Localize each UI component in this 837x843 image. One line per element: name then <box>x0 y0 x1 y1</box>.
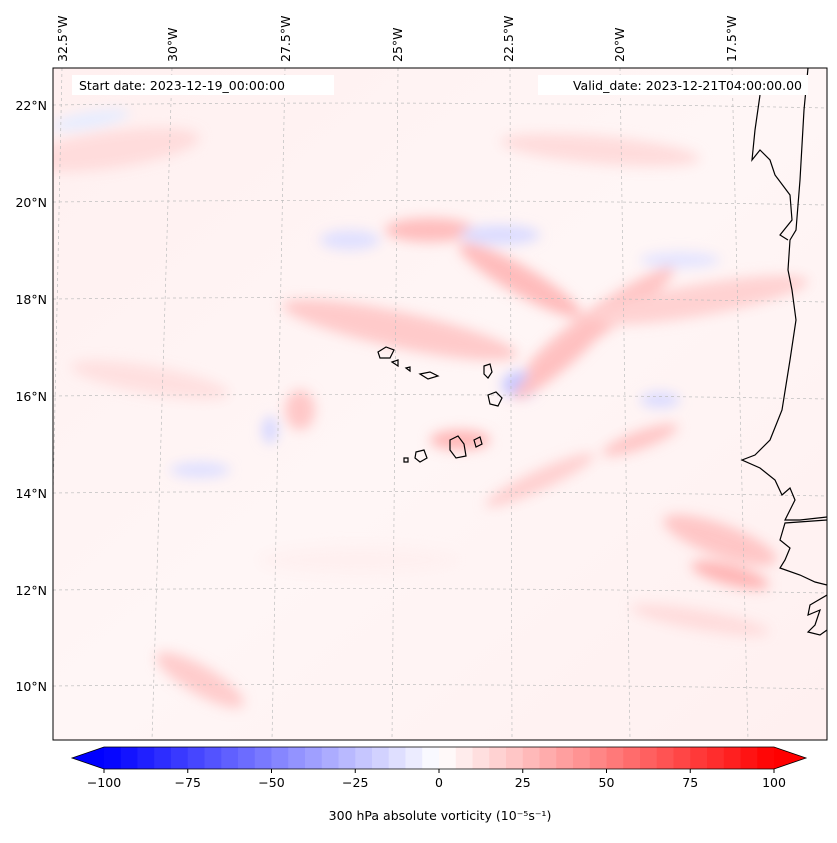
colorbar-step <box>254 747 272 769</box>
colorbar-step <box>455 747 473 769</box>
colorbar-step <box>723 747 741 769</box>
colorbar-low-extend <box>72 747 104 769</box>
colorbar-tick-label: −50 <box>258 775 284 790</box>
colorbar-step <box>573 747 591 769</box>
map-background <box>53 68 827 740</box>
colorbar-step <box>388 747 406 769</box>
colorbar-step <box>740 747 758 769</box>
colorbar-step <box>355 747 373 769</box>
colorbar-step <box>271 747 289 769</box>
colorbar-step <box>338 747 356 769</box>
colorbar-steps <box>72 747 806 769</box>
start-date-box <box>72 75 334 95</box>
colorbar-tick-label: 25 <box>515 775 531 790</box>
lon-label-25w: 25°W <box>390 27 405 62</box>
colorbar-tick-label: −100 <box>87 775 121 790</box>
colorbar-step <box>556 747 574 769</box>
lat-label-10n: 10°N <box>15 679 47 694</box>
colorbar-step <box>288 747 306 769</box>
colorbar-tick-label: 75 <box>682 775 698 790</box>
colorbar-step <box>606 747 624 769</box>
colorbar-step <box>137 747 155 769</box>
lat-label-12n: 12°N <box>15 583 47 598</box>
lon-label-17-5w: 17.5°W <box>724 16 739 62</box>
map-panel <box>53 68 827 740</box>
map-frame <box>52 67 828 741</box>
longitude-labels: 32.5°W 30°W 27.5°W 25°W 22.5°W 20°W 17.5… <box>55 16 739 62</box>
lat-label-20n: 20°N <box>15 195 47 210</box>
lat-label-22n: 22°N <box>15 98 47 113</box>
colorbar-step <box>120 747 138 769</box>
colorbar-step <box>154 747 172 769</box>
colorbar: −100 −75 −50 −25 0 25 50 75 100 300 hPa absolute… <box>70 746 808 823</box>
colorbar-step <box>221 747 239 769</box>
colorbar-step <box>204 747 222 769</box>
colorbar-step <box>673 747 691 769</box>
colorbar-step <box>321 747 339 769</box>
map-gridlines <box>53 68 827 740</box>
colorbar-step <box>489 747 507 769</box>
colorbar-step <box>171 747 189 769</box>
africa-coastline <box>740 68 827 636</box>
colorbar-step <box>506 747 524 769</box>
colorbar-step <box>707 747 725 769</box>
start-date-label: Start date: 2023-12-19_00:00:00 <box>79 78 285 93</box>
colorbar-step <box>589 747 607 769</box>
colorbar-step <box>539 747 557 769</box>
colorbar-tick-label: 50 <box>599 775 615 790</box>
colorbar-step <box>187 747 205 769</box>
colorbar-ticks: −100 −75 −50 −25 0 25 50 75 100 <box>87 769 786 790</box>
valid-date-box <box>538 75 808 95</box>
colorbar-tick-label: 100 <box>762 775 786 790</box>
colorbar-step <box>640 747 658 769</box>
colorbar-step <box>305 747 323 769</box>
lat-label-18n: 18°N <box>15 292 47 307</box>
colorbar-step <box>238 747 256 769</box>
colorbar-step <box>372 747 390 769</box>
colorbar-step <box>623 747 641 769</box>
colorbar-step <box>522 747 540 769</box>
colorbar-tick-label: −75 <box>175 775 201 790</box>
colorbar-step <box>422 747 440 769</box>
lon-label-20w: 20°W <box>612 27 627 62</box>
colorbar-label: 300 hPa absolute vorticity (10⁻⁵s⁻¹) <box>329 808 552 823</box>
colorbar-step <box>472 747 490 769</box>
colorbar-step <box>656 747 674 769</box>
valid-date-label: Valid_date: 2023-12-21T04:00:00.00 <box>573 78 802 93</box>
colorbar-step <box>439 747 457 769</box>
coast-detail-north <box>751 94 793 241</box>
colorbar-step <box>757 747 775 769</box>
latitude-labels: 22°N 20°N 18°N 16°N 14°N 12°N 10°N <box>15 98 47 694</box>
lon-label-22-5w: 22.5°W <box>501 16 516 62</box>
vorticity-field <box>53 109 809 708</box>
colorbar-step <box>690 747 708 769</box>
lat-label-14n: 14°N <box>15 486 47 501</box>
colorbar-tick-label: 0 <box>435 775 443 790</box>
colorbar-step <box>104 747 122 769</box>
colorbar-step <box>405 747 423 769</box>
colorbar-tick-label: −25 <box>342 775 368 790</box>
lon-label-27-5w: 27.5°W <box>278 16 293 62</box>
cape-verde-islands <box>377 346 503 463</box>
lon-label-30w: 30°W <box>165 27 180 62</box>
colorbar-high-extend <box>774 747 806 769</box>
lat-label-16n: 16°N <box>15 389 47 404</box>
lon-label-32-5w: 32.5°W <box>55 16 70 62</box>
